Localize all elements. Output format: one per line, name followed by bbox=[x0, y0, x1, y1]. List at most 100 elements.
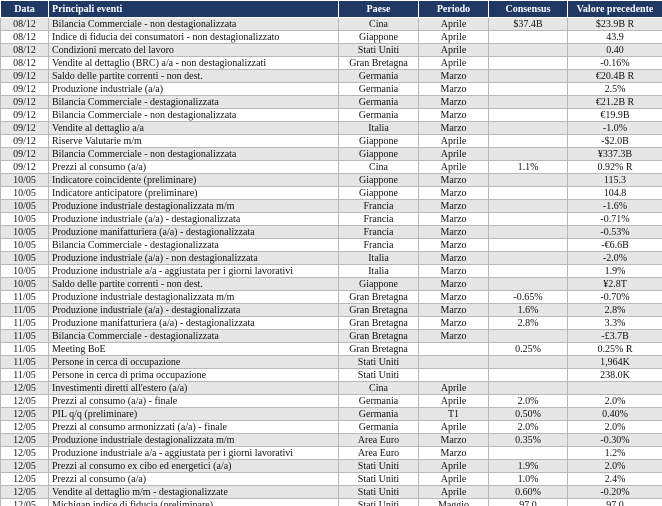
table-cell: 12/05 bbox=[0, 394, 49, 408]
table-cell: Gran Bretagna bbox=[338, 290, 419, 304]
table-cell: Marzo bbox=[418, 238, 489, 252]
table-cell bbox=[488, 251, 568, 265]
table-cell: Gran Bretagna bbox=[338, 303, 419, 317]
table-cell: Prezzi al consumo ex cibo ed energetici … bbox=[48, 459, 339, 473]
table-cell: Aprile bbox=[418, 459, 489, 473]
table-cell: Produzione industriale destagionalizzata… bbox=[48, 199, 339, 213]
table-cell: Germania bbox=[338, 82, 419, 96]
table-cell: -€6.6B bbox=[567, 238, 662, 252]
table-cell: Produzione industriale (a/a) bbox=[48, 82, 339, 96]
table-cell bbox=[488, 264, 568, 278]
table-cell: 0.50% bbox=[488, 407, 568, 421]
table-cell: 2.5% bbox=[567, 82, 662, 96]
table-row: 08/12 Indice di fiducia dei consumatori -… bbox=[0, 30, 662, 44]
table-cell: 11/05 bbox=[0, 303, 49, 317]
table-cell bbox=[488, 134, 568, 148]
table-cell: Marzo bbox=[418, 95, 489, 109]
table-cell: Bilancia Commerciale - destagionalizzata bbox=[48, 95, 339, 109]
table-row: 10/05 Saldo delle partite correnti - non … bbox=[0, 277, 662, 291]
table-cell: 0.25% R bbox=[567, 342, 662, 356]
column-header: Paese bbox=[338, 0, 419, 18]
table-cell: T1 bbox=[418, 407, 489, 421]
table-cell: -0.30% bbox=[567, 433, 662, 447]
table-cell: 11/05 bbox=[0, 342, 49, 356]
table-cell: Stati Uniti bbox=[338, 43, 419, 57]
table-cell bbox=[488, 381, 568, 395]
table-cell: 08/12 bbox=[0, 56, 49, 70]
table-cell: 0.35% bbox=[488, 433, 568, 447]
table-cell: 09/12 bbox=[0, 160, 49, 174]
table-cell: Produzione industriale (a/a) - destagion… bbox=[48, 212, 339, 226]
table-cell: Giappone bbox=[338, 30, 419, 44]
table-row: 11/05 Produzione industriale destagionali… bbox=[0, 290, 662, 304]
table-cell: Indicatore anticipatore (preliminare) bbox=[48, 186, 339, 200]
table-cell bbox=[488, 355, 568, 369]
table-cell: 0.25% bbox=[488, 342, 568, 356]
table-cell: Marzo bbox=[418, 173, 489, 187]
table-cell: Italia bbox=[338, 251, 419, 265]
table-cell: 43.9 bbox=[567, 30, 662, 44]
table-cell: Francia bbox=[338, 212, 419, 226]
table-cell: Aprile bbox=[418, 420, 489, 434]
table-cell: 3.3% bbox=[567, 316, 662, 330]
table-cell: Stati Uniti bbox=[338, 498, 419, 506]
table-row: 09/12 Produzione industriale (a/a) Germani… bbox=[0, 82, 662, 96]
table-cell: Produzione industriale a/a - aggiustata … bbox=[48, 264, 339, 278]
table-cell: 09/12 bbox=[0, 121, 49, 135]
table-cell: 11/05 bbox=[0, 368, 49, 382]
table-cell: 11/05 bbox=[0, 355, 49, 369]
table-cell: Stati Uniti bbox=[338, 355, 419, 369]
table-cell: 2.4% bbox=[567, 472, 662, 486]
table-cell: Area Euro bbox=[338, 446, 419, 460]
table-cell: Marzo bbox=[418, 251, 489, 265]
table-cell: Germania bbox=[338, 407, 419, 421]
table-cell: Francia bbox=[338, 225, 419, 239]
table-cell: Bilancia Commerciale - destagionalizzata bbox=[48, 329, 339, 343]
table-cell bbox=[567, 381, 662, 395]
table-cell: Produzione industriale a/a - aggiustata … bbox=[48, 446, 339, 460]
table-cell: 10/05 bbox=[0, 264, 49, 278]
table-cell: €20.4B R bbox=[567, 69, 662, 83]
table-row: 08/12 Condizioni mercato del lavoro Stati … bbox=[0, 43, 662, 57]
table-cell: -1.6% bbox=[567, 199, 662, 213]
table-cell: 0.92% R bbox=[567, 160, 662, 174]
table-row: 10/05 Produzione industriale (a/a) - non … bbox=[0, 251, 662, 265]
table-cell: Bilancia Commerciale - destagionalizzata bbox=[48, 238, 339, 252]
column-header: Periodo bbox=[418, 0, 489, 18]
table-cell: 1.9% bbox=[567, 264, 662, 278]
table-row: 09/12 Vendite al dettaglio a/a Italia Marzo… bbox=[0, 121, 662, 135]
table-cell: 10/05 bbox=[0, 238, 49, 252]
table-cell: Marzo bbox=[418, 199, 489, 213]
table-cell: Saldo delle partite correnti - non dest. bbox=[48, 277, 339, 291]
table-cell: -£3.7B bbox=[567, 329, 662, 343]
table-cell: 2.8% bbox=[488, 316, 568, 330]
table-cell: 12/05 bbox=[0, 433, 49, 447]
table-cell: Persone in cerca di prima occupazione bbox=[48, 368, 339, 382]
table-cell: 10/05 bbox=[0, 186, 49, 200]
table-cell: -1.0% bbox=[567, 121, 662, 135]
table-cell: 08/12 bbox=[0, 30, 49, 44]
table-cell bbox=[418, 355, 489, 369]
table-cell: 10/05 bbox=[0, 251, 49, 265]
table-cell: Vendite al dettaglio m/m - destagionaliz… bbox=[48, 485, 339, 499]
table-cell bbox=[488, 212, 568, 226]
table-cell: 10/05 bbox=[0, 225, 49, 239]
table-cell: 11/05 bbox=[0, 290, 49, 304]
table-cell: 238.0K bbox=[567, 368, 662, 382]
table-cell: Stati Uniti bbox=[338, 485, 419, 499]
table-cell: Prezzi al consumo (a/a) bbox=[48, 472, 339, 486]
table-cell: Saldo delle partite correnti - non dest. bbox=[48, 69, 339, 83]
table-cell bbox=[488, 69, 568, 83]
table-cell bbox=[488, 277, 568, 291]
table-cell bbox=[488, 238, 568, 252]
table-cell: Giappone bbox=[338, 147, 419, 161]
table-cell: 12/05 bbox=[0, 485, 49, 499]
table-cell: 97.0 bbox=[567, 498, 662, 506]
table-row: 08/12 Bilancia Commerciale - non destagio… bbox=[0, 17, 662, 31]
table-cell: Marzo bbox=[418, 264, 489, 278]
table-row: 11/05 Persone in cerca di prima occupazio… bbox=[0, 368, 662, 382]
table-cell: Vendite al dettaglio a/a bbox=[48, 121, 339, 135]
table-cell bbox=[488, 43, 568, 57]
table-row: 12/05 Investimenti diretti all'estero (a/… bbox=[0, 381, 662, 395]
